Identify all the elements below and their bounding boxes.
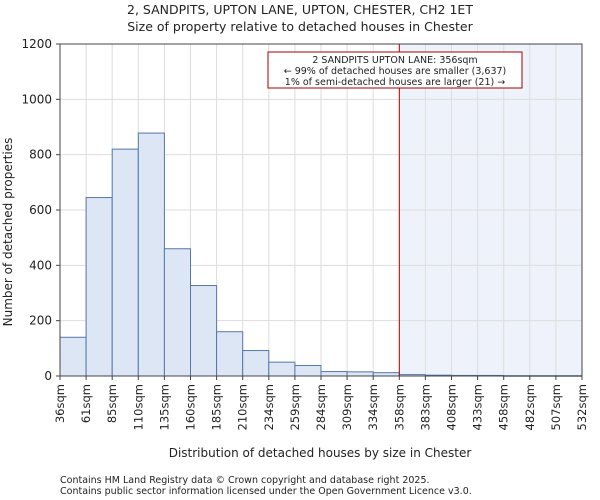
x-axis-label: Distribution of detached houses by size …: [169, 446, 472, 460]
x-tick-label: 36sqm: [53, 384, 67, 423]
histogram-bar-259sqm: [294, 364, 322, 377]
histogram-bar-284sqm: [320, 371, 348, 377]
chart-title-line1: 2, SANDPITS, UPTON LANE, UPTON, CHESTER,…: [127, 2, 473, 17]
x-tick-label: 458sqm: [497, 384, 511, 430]
histogram-bar-36sqm: [59, 336, 87, 377]
x-tick-label: 532sqm: [575, 384, 589, 430]
histogram-bar-110sqm: [137, 132, 165, 377]
x-tick-label: 160sqm: [184, 384, 198, 430]
x-tick-label: 507sqm: [549, 384, 563, 430]
x-tick-label: 234sqm: [262, 384, 276, 430]
annotation-line1: 2 SANDPITS UPTON LANE: 356sqm: [312, 55, 477, 66]
annotation-box: 2 SANDPITS UPTON LANE: 356sqm ← 99% of d…: [267, 51, 523, 89]
y-axis-label: Number of detached properties: [1, 138, 15, 327]
x-tick-label: 383sqm: [418, 384, 432, 430]
y-tick-label: 1000: [21, 92, 52, 106]
x-tick-label: 61sqm: [79, 384, 93, 423]
x-tick-label: 433sqm: [471, 384, 485, 430]
chart-title-line2: Size of property relative to detached ho…: [127, 19, 473, 34]
y-tick-label: 1200: [21, 37, 52, 51]
y-tick-label: 200: [29, 314, 52, 328]
annotation-box-frame: [267, 51, 523, 89]
footer-line1: Contains HM Land Registry data © Crown c…: [60, 475, 430, 486]
histogram-bar-135sqm: [163, 248, 191, 377]
histogram-bar-185sqm: [216, 331, 244, 377]
histogram-bar-210sqm: [242, 350, 270, 377]
x-tick-label: 284sqm: [314, 384, 328, 430]
x-tick-label: 110sqm: [131, 384, 145, 430]
x-tick-label: 358sqm: [392, 384, 406, 430]
histogram-bar-160sqm: [190, 285, 218, 377]
y-tick-label: 600: [29, 203, 52, 217]
x-tick-label: 210sqm: [236, 384, 250, 430]
annotation-line3: 1% of semi-detached houses are larger (2…: [285, 77, 505, 88]
annotation-line2: ← 99% of detached houses are smaller (3,…: [284, 66, 507, 77]
x-tick-label: 85sqm: [105, 384, 119, 423]
y-tick-label: 0: [44, 369, 52, 383]
histogram-bar-85sqm: [111, 148, 139, 377]
histogram-bar-234sqm: [268, 361, 296, 377]
y-tick-label: 800: [29, 148, 52, 162]
y-tick-label: 400: [29, 258, 52, 272]
x-tick-label: 185sqm: [210, 384, 224, 430]
histogram-bar-61sqm: [85, 197, 113, 377]
x-tick-label: 408sqm: [445, 384, 459, 430]
x-tick-label: 259sqm: [288, 384, 302, 430]
footer-line2: Contains public sector information licen…: [60, 486, 472, 497]
x-tick-label: 334sqm: [366, 384, 380, 430]
histogram-bar-309sqm: [346, 371, 374, 377]
x-tick-label: 135sqm: [157, 384, 171, 430]
x-tick-label: 309sqm: [340, 384, 354, 430]
x-tick-label: 482sqm: [523, 384, 537, 430]
